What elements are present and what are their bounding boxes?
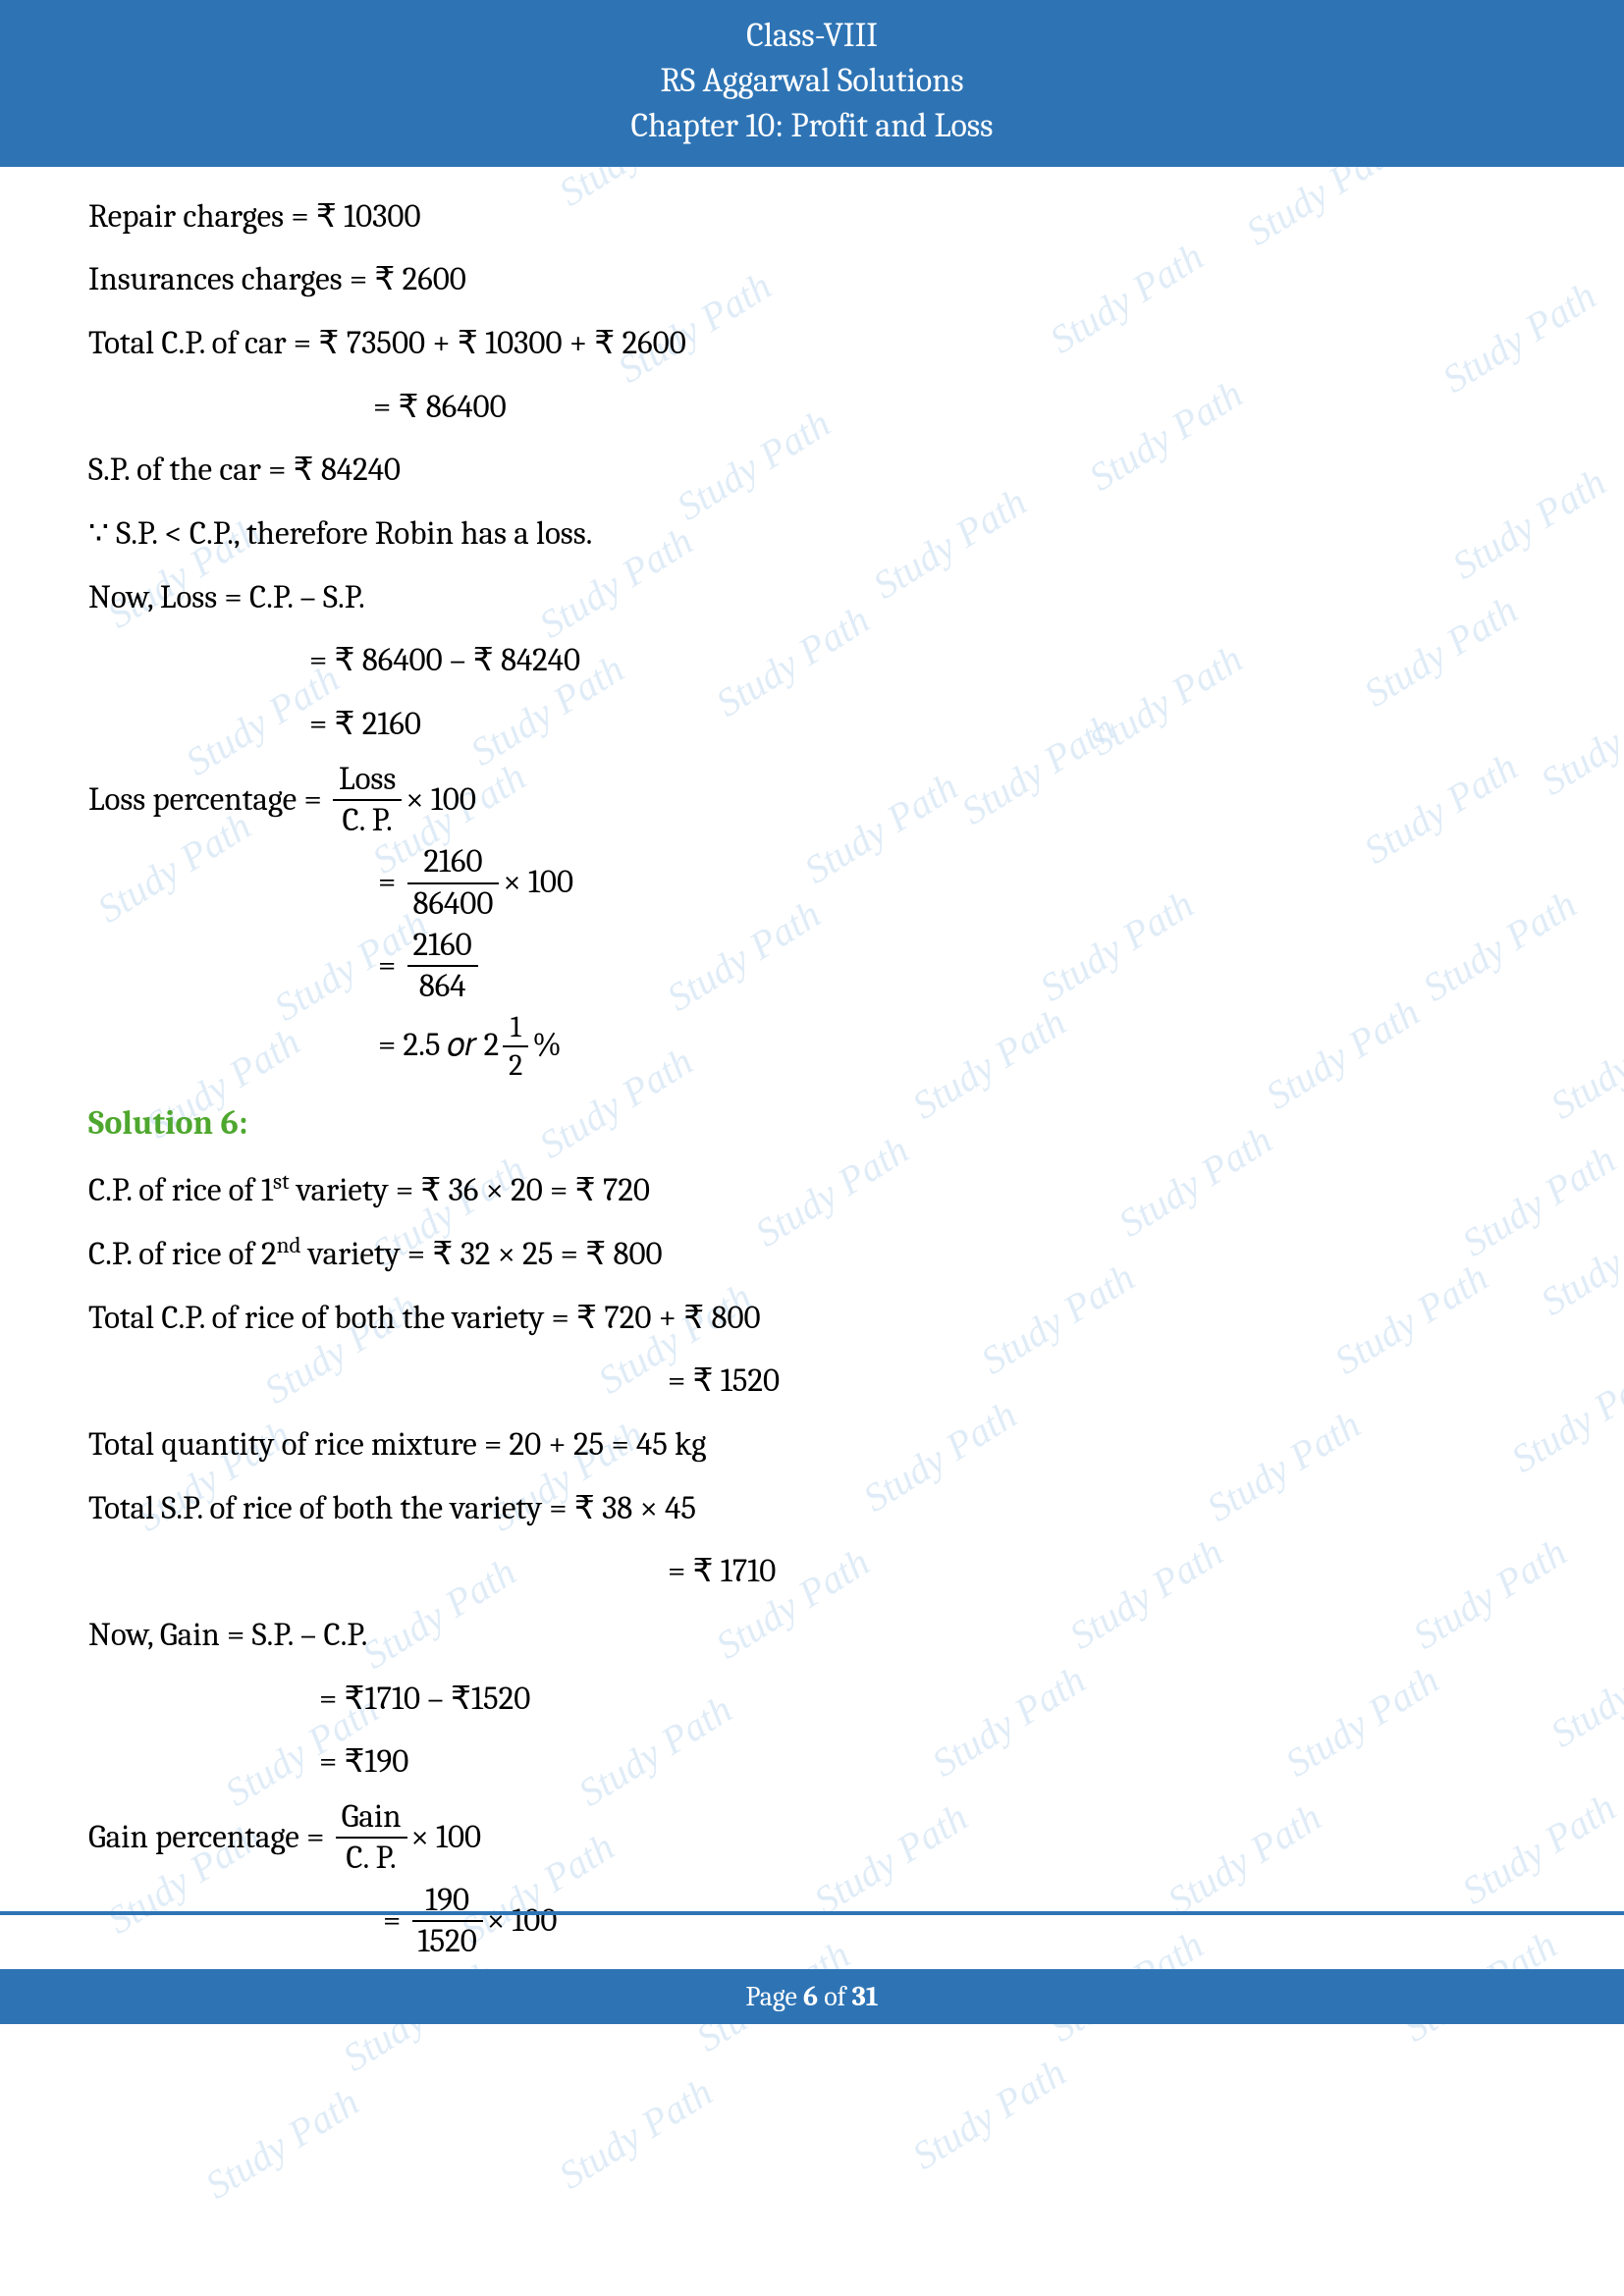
text-line: = ₹190 [88, 1732, 1536, 1793]
numerator: 2160 [407, 844, 500, 883]
text-line: Total S.P. of rice of both the variety =… [88, 1478, 1536, 1540]
text-line: Now, Gain = S.P. – C.P. [88, 1605, 1536, 1667]
equation-row: = 2.5 𝑜𝑟 2 1 2 % [88, 1011, 1536, 1082]
text-line: = ₹ 1710 [88, 1541, 1536, 1603]
text-line: = ₹ 86400 – ₹ 84240 [88, 630, 1536, 692]
equation-row: = 190 1520 × 100 [88, 1883, 1536, 1960]
page-footer: Page 6 of 31 [0, 1969, 1624, 2024]
solution-heading: Solution 6: [88, 1092, 1536, 1155]
header-line-2: RS Aggarwal Solutions [0, 59, 1624, 104]
superscript: nd [277, 1232, 301, 1258]
denominator: C. P. [336, 1839, 407, 1876]
equals: = [378, 935, 404, 997]
label: Loss percentage = [88, 770, 329, 831]
text-line: = ₹1710 – ₹1520 [88, 1669, 1536, 1731]
text-line: = ₹ 1520 [88, 1351, 1536, 1413]
footer-divider [0, 1911, 1624, 1915]
equation-row: = 2160 86400 × 100 [88, 844, 1536, 922]
text: C.P. of rice of 2 [88, 1236, 277, 1273]
superscript: st [273, 1168, 290, 1195]
times-100: × 100 [487, 1891, 558, 1952]
watermark-text: Study Path [904, 2049, 1074, 2178]
denominator: 1520 [412, 1922, 483, 1959]
page-header: Class-VIII RS Aggarwal Solutions Chapter… [0, 0, 1624, 167]
equation-row: Loss percentage = Loss C. P. × 100 [88, 762, 1536, 839]
fraction: 2160 86400 [404, 844, 504, 922]
numerator: Loss [333, 762, 402, 801]
text-line: C.P. of rice of 2nd variety = ₹ 32 × 25 … [88, 1224, 1536, 1286]
denominator: 86400 [407, 884, 500, 922]
text-line: Total quantity of rice mixture = 20 + 25… [88, 1415, 1536, 1476]
watermark-text: Study Path [551, 2068, 721, 2198]
text-line: Now, Loss = C.P. – S.P. [88, 567, 1536, 629]
text-line: Repair charges = ₹ 10300 [88, 187, 1536, 248]
fraction: Gain C. P. [332, 1799, 411, 1877]
text-line: Insurances charges = ₹ 2600 [88, 249, 1536, 311]
label: Gain percentage = [88, 1807, 332, 1869]
text-line: = ₹ 2160 [88, 694, 1536, 756]
times-100: × 100 [503, 852, 573, 914]
fraction: 2160 864 [404, 928, 482, 1005]
text: variety = ₹ 36 × 20 = ₹ 720 [290, 1172, 650, 1209]
text-line: C.P. of rice of 1st variety = ₹ 36 × 20 … [88, 1160, 1536, 1222]
page-number: 6 [803, 1981, 818, 2012]
text-line: Total C.P. of rice of both the variety =… [88, 1288, 1536, 1350]
fraction: 190 1520 [408, 1883, 487, 1960]
result-text: = 2.5 𝑜𝑟 2 [378, 1015, 499, 1077]
denominator: 2 [503, 1047, 528, 1082]
header-line-1: Class-VIII [0, 14, 1624, 59]
fraction: 1 2 [499, 1011, 532, 1082]
page-content: Repair charges = ₹ 10300 Insurances char… [0, 167, 1624, 1960]
text-line: ∵ S.P. < C.P., therefore Robin has a los… [88, 504, 1536, 565]
footer-pre: Page [745, 1981, 803, 2012]
numerator: 2160 [407, 928, 478, 967]
times-100: × 100 [406, 770, 476, 831]
numerator: 1 [503, 1011, 528, 1047]
numerator: Gain [336, 1799, 407, 1839]
percent-sign: % [532, 1015, 561, 1077]
text: variety = ₹ 32 × 25 = ₹ 800 [301, 1236, 663, 1273]
equation-row: Gain percentage = Gain C. P. × 100 [88, 1799, 1536, 1877]
text-line: = ₹ 86400 [88, 377, 1536, 439]
equals: = [378, 852, 404, 914]
page-total: 31 [852, 1981, 879, 2012]
numerator: 190 [412, 1883, 483, 1922]
fraction: Loss C. P. [329, 762, 406, 839]
denominator: 864 [407, 967, 478, 1004]
text-line: Total C.P. of car = ₹ 73500 + ₹ 10300 + … [88, 313, 1536, 375]
text: C.P. of rice of 1 [88, 1172, 273, 1209]
times-100: × 100 [411, 1807, 482, 1869]
equals: = [383, 1891, 408, 1952]
watermark-text: Study Path [197, 2078, 367, 2208]
header-line-3: Chapter 10: Profit and Loss [0, 104, 1624, 149]
denominator: C. P. [333, 801, 402, 838]
equation-row: = 2160 864 [88, 928, 1536, 1005]
footer-mid: of [818, 1981, 852, 2012]
text-line: S.P. of the car = ₹ 84240 [88, 440, 1536, 502]
